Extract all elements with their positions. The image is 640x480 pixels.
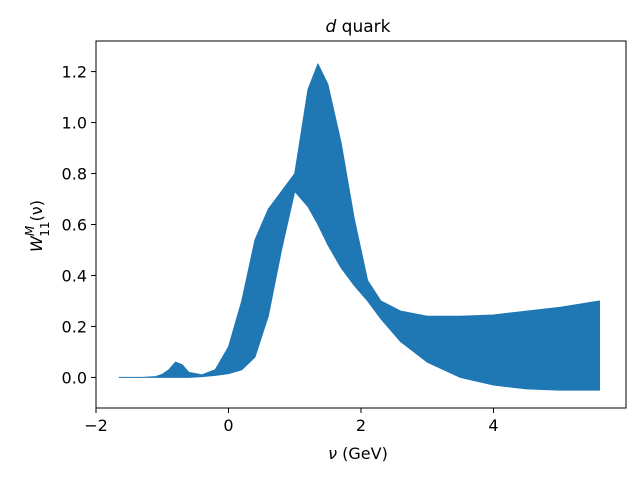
x-tick-label: −2	[84, 416, 108, 435]
x-axis-label: ν (GeV)	[328, 444, 388, 463]
y-tick-label: 0.2	[62, 317, 87, 336]
chart-title-italic: d	[325, 17, 336, 37]
y-axis-label-base: W	[27, 235, 46, 252]
x-axis-label-unit: (GeV)	[337, 444, 388, 463]
x-tick-label: 0	[223, 416, 233, 435]
y-tick-label: 0.6	[62, 216, 87, 235]
y-tick-label: 1.2	[62, 63, 87, 82]
y-axis-label-arg: (ν)	[27, 200, 46, 221]
chart-title: d quark	[325, 17, 390, 37]
x-tick-label: 2	[356, 416, 366, 435]
x-axis-label-symbol: ν	[328, 444, 337, 463]
y-tick-label: 0.8	[62, 165, 87, 184]
y-ticks: 0.0 0.2 0.4 0.6 0.8 1.0 1.2	[62, 63, 96, 387]
y-axis-label-sup: M	[23, 225, 37, 236]
y-axis-label-sub: 11	[38, 221, 52, 236]
x-ticks: −2 0 2 4	[84, 408, 499, 435]
y-tick-label: 0.0	[62, 368, 87, 387]
y-tick-label: 0.4	[62, 266, 87, 285]
band-layer	[118, 63, 600, 391]
uncertainty-band	[118, 63, 600, 391]
chart-title-rest: quark	[336, 17, 390, 37]
y-tick-label: 1.0	[62, 114, 87, 133]
y-axis-label: WM11(ν)	[23, 200, 52, 252]
svg-text:WM11(ν): WM11(ν)	[23, 200, 52, 252]
x-tick-label: 4	[488, 416, 498, 435]
